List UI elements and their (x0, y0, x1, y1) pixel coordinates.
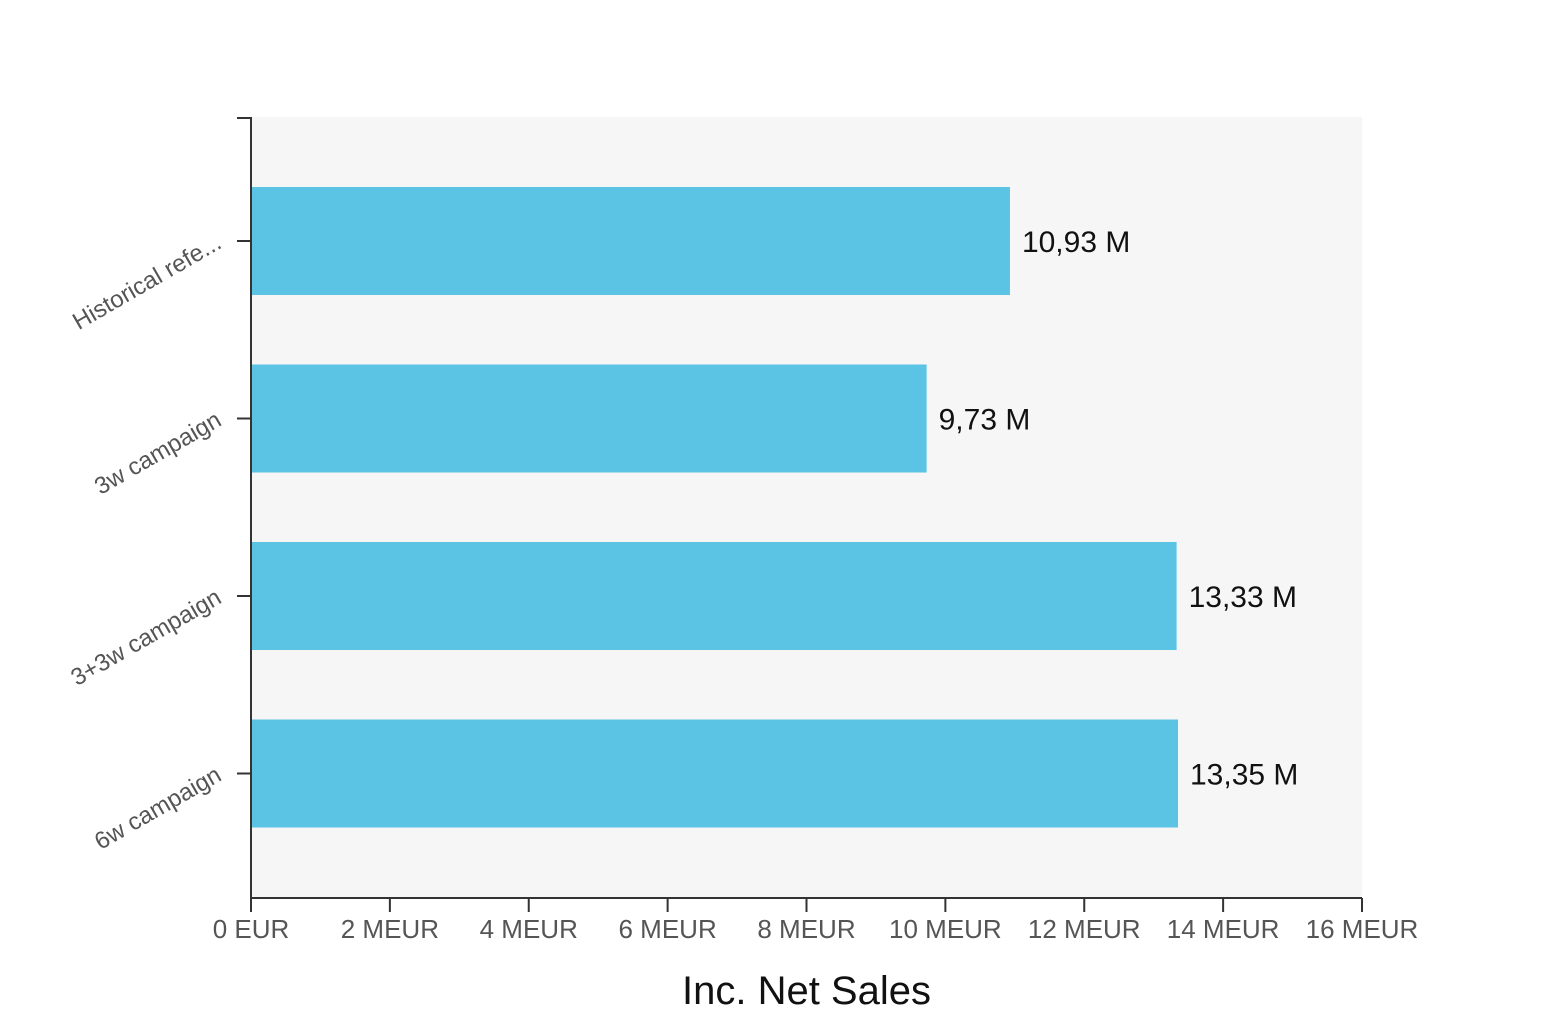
y-axis-ticks: Historical refe... 3w campaign 3+3w campai… (66, 117, 251, 855)
bar (251, 364, 927, 473)
x-tick-label: 6 MEUR (619, 914, 717, 944)
data-label: 13,33 M (1189, 581, 1297, 614)
data-label: 9,73 M (939, 404, 1031, 437)
x-tick-label: 16 MEUR (1306, 914, 1419, 944)
x-tick-label: 2 MEUR (341, 914, 439, 944)
data-label: 13,35 M (1190, 759, 1298, 792)
x-axis-ticks: 0 EUR 2 MEUR 4 MEUR 6 MEUR 8 MEUR 10 MEUR 12 M… (213, 898, 1419, 944)
bars-group (251, 187, 1178, 828)
data-label: 10,93 M (1022, 226, 1130, 259)
x-tick-label: 12 MEUR (1028, 914, 1141, 944)
x-tick-label: 14 MEUR (1167, 914, 1280, 944)
category-label: 3w campaign (90, 406, 226, 500)
x-axis-title: Inc. Net Sales (682, 969, 931, 1013)
x-tick-label: 10 MEUR (889, 914, 1002, 944)
bar (251, 719, 1178, 828)
x-tick-label: 0 EUR (213, 914, 290, 944)
x-tick-label: 8 MEUR (757, 914, 855, 944)
bar (251, 187, 1010, 295)
x-tick-label: 4 MEUR (480, 914, 578, 944)
category-label: 6w campaign (90, 761, 226, 855)
value-labels-group: 10,93 M 9,73 M 13,33 M 13,35 M (939, 226, 1299, 792)
category-label: 3+3w campaign (66, 584, 226, 692)
bar (251, 542, 1177, 650)
category-label: Historical refe... (68, 229, 226, 336)
